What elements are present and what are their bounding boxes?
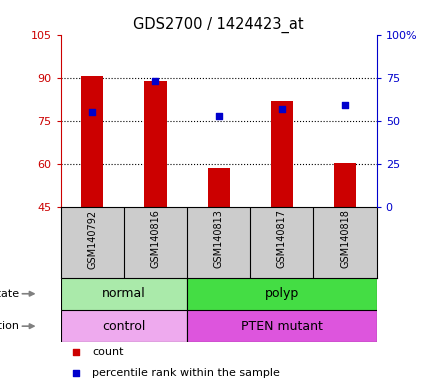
Point — [89, 109, 96, 115]
Point — [278, 106, 285, 112]
Bar — [187, 310, 377, 343]
Text: percentile rank within the sample: percentile rank within the sample — [92, 367, 280, 377]
Point — [152, 78, 159, 84]
Bar — [61, 278, 187, 310]
Text: disease state: disease state — [0, 289, 19, 299]
Text: normal: normal — [102, 287, 146, 300]
Bar — [61, 310, 187, 343]
Text: GSM140792: GSM140792 — [87, 209, 97, 268]
Bar — [271, 101, 293, 207]
Point — [215, 113, 222, 119]
Point — [73, 369, 80, 376]
Text: GSM140818: GSM140818 — [340, 209, 350, 268]
Bar — [187, 278, 377, 310]
Point — [73, 349, 80, 355]
Text: polyp: polyp — [265, 287, 299, 300]
Text: GSM140816: GSM140816 — [150, 209, 161, 268]
Title: GDS2700 / 1424423_at: GDS2700 / 1424423_at — [133, 17, 304, 33]
Text: PTEN mutant: PTEN mutant — [241, 319, 323, 333]
Point — [342, 103, 349, 109]
Bar — [81, 76, 103, 207]
Text: GSM140813: GSM140813 — [213, 209, 224, 268]
Text: count: count — [92, 347, 124, 357]
Bar — [207, 169, 230, 207]
Text: genotype/variation: genotype/variation — [0, 321, 19, 331]
Text: GSM140817: GSM140817 — [277, 209, 287, 268]
Bar — [144, 81, 167, 207]
Text: control: control — [102, 319, 145, 333]
Bar — [334, 163, 356, 207]
